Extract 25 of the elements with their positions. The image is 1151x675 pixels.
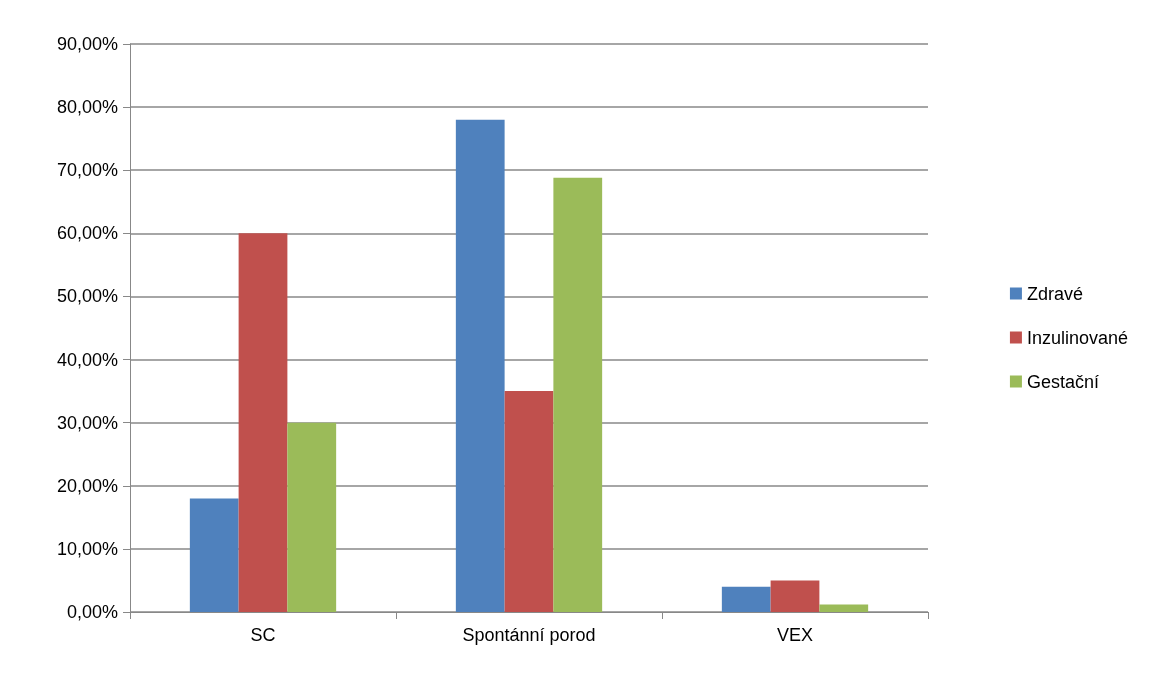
y-tick-label: 30,00%	[56, 412, 118, 433]
bar	[819, 604, 869, 612]
x-tick-label: SC	[250, 625, 276, 645]
y-tick-label: 0,00%	[66, 602, 118, 622]
bar	[287, 422, 337, 612]
y-tick-label: 60,00%	[56, 223, 118, 244]
legend-label: Inzulinované	[1026, 327, 1128, 348]
y-tick-label: 50,00%	[56, 286, 118, 307]
y-tick-label: 70,00%	[56, 160, 118, 181]
y-tick-label: 10,00%	[56, 538, 118, 559]
bar	[238, 233, 288, 612]
bar	[721, 586, 771, 612]
bar	[770, 580, 820, 612]
y-tick-label: 90,00%	[56, 34, 118, 54]
legend-label: Gestační	[1026, 371, 1099, 392]
legend-label: Zdravé	[1026, 283, 1083, 304]
x-tick-label: VEX	[776, 625, 814, 645]
x-tick-label: Spontánní porod	[462, 625, 596, 645]
bar	[504, 391, 554, 612]
bar	[455, 119, 505, 612]
y-tick-label: 20,00%	[56, 475, 118, 496]
y-tick-label: 80,00%	[56, 97, 118, 118]
y-tick-label: 40,00%	[56, 349, 118, 370]
bar	[553, 177, 603, 612]
bar	[189, 498, 239, 612]
